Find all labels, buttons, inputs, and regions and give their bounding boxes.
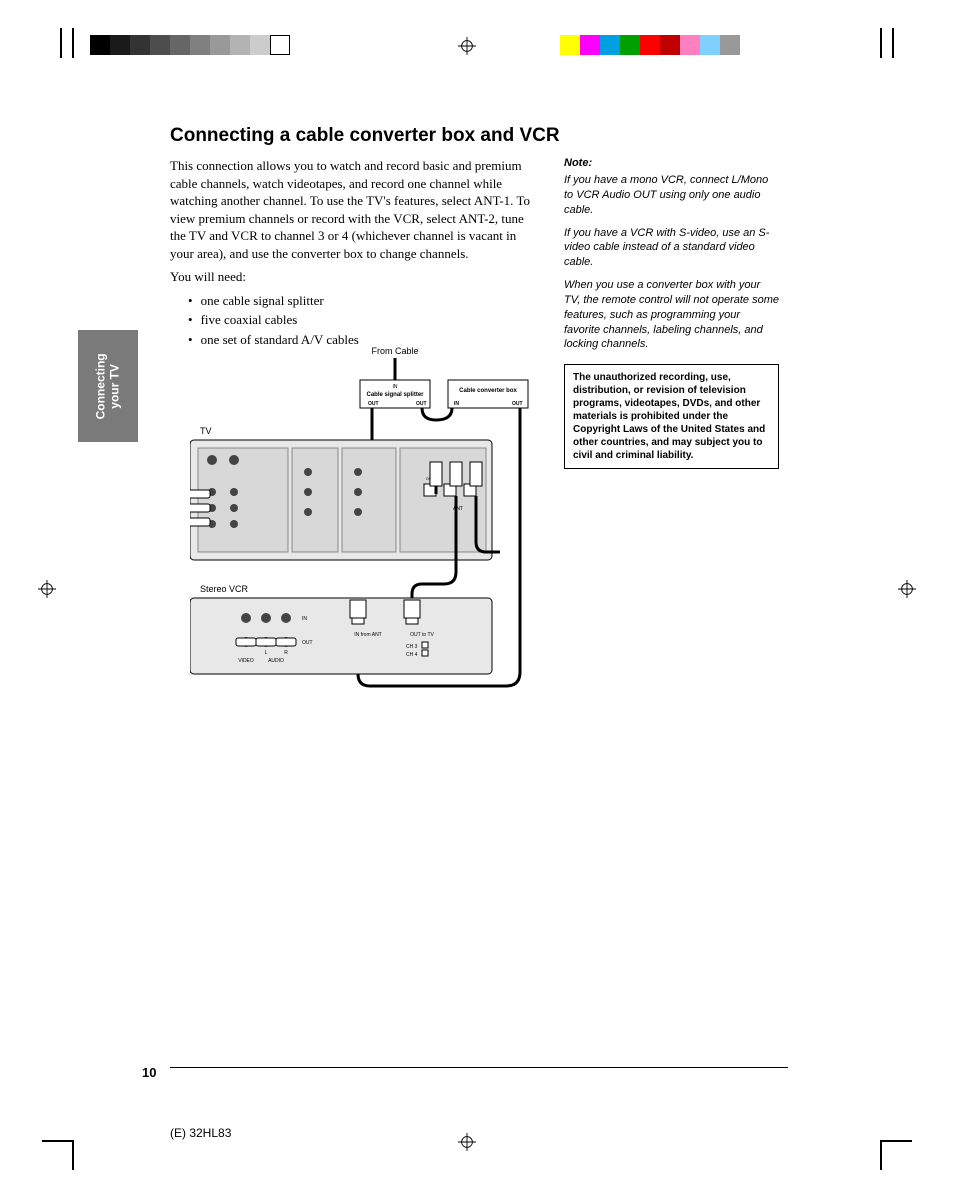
- registration-mark-icon: [898, 580, 916, 598]
- swatch: [190, 35, 210, 55]
- swatch: [660, 35, 680, 55]
- page-number: 10: [142, 1065, 156, 1080]
- swatch: [580, 35, 600, 55]
- swatch: [170, 35, 190, 55]
- section-tab: Connecting your TV: [78, 330, 138, 442]
- svg-text:OUT: OUT: [302, 640, 313, 646]
- svg-text:CH 4: CH 4: [406, 652, 418, 658]
- paragraph-intro: This connection allows you to watch and …: [170, 157, 540, 262]
- notes-column: Note: If you have a mono VCR, connect L/…: [564, 157, 779, 469]
- note-heading: Note:: [564, 157, 779, 169]
- svg-text:CH 3: CH 3: [406, 644, 418, 650]
- svg-text:OUT: OUT: [512, 401, 523, 407]
- svg-text:TV: TV: [200, 426, 212, 436]
- swatch: [210, 35, 230, 55]
- page-rule: [170, 1067, 788, 1068]
- svg-text:OUT: OUT: [368, 401, 379, 407]
- registration-mark-icon: [458, 1133, 476, 1151]
- svg-text:L: L: [265, 650, 268, 656]
- svg-text:IN from ANT: IN from ANT: [354, 632, 382, 638]
- svg-text:Cable converter box: Cable converter box: [459, 388, 517, 394]
- swatch: [110, 35, 130, 55]
- svg-text:IN: IN: [302, 616, 307, 622]
- swatch: [700, 35, 720, 55]
- svg-text:R: R: [284, 650, 288, 656]
- swatch: [230, 35, 250, 55]
- svg-text:IN: IN: [393, 384, 398, 390]
- swatch: [270, 35, 290, 55]
- list-item: five coaxial cables: [188, 311, 540, 329]
- colorbar-color: [560, 35, 740, 55]
- swatch: [600, 35, 620, 55]
- swatch: [640, 35, 660, 55]
- note-text: If you have a VCR with S-video, use an S…: [564, 226, 779, 271]
- section-tab-line2: your TV: [108, 364, 122, 409]
- copyright-warning: The unauthorized recording, use, distrib…: [564, 364, 779, 469]
- swatch: [560, 35, 580, 55]
- footer-model-code: (E) 32HL83: [170, 1126, 231, 1140]
- registration-mark-icon: [458, 37, 476, 55]
- swatch: [720, 35, 740, 55]
- svg-text:VIDEO: VIDEO: [238, 658, 254, 664]
- svg-text:AUDIO: AUDIO: [268, 658, 284, 664]
- page-heading: Connecting a cable converter box and VCR: [170, 125, 790, 147]
- swatch: [150, 35, 170, 55]
- swatch: [680, 35, 700, 55]
- connection-diagram: From Cable IN Cable signal splitter OUT …: [190, 342, 540, 702]
- swatch: [130, 35, 150, 55]
- section-tab-line1: Connecting: [94, 353, 108, 419]
- needs-list: one cable signal splitter five coaxial c…: [170, 292, 540, 349]
- svg-text:Stereo VCR: Stereo VCR: [200, 584, 249, 594]
- note-text: If you have a mono VCR, connect L/Mono t…: [564, 173, 779, 218]
- swatch: [620, 35, 640, 55]
- svg-text:OUT: OUT: [416, 401, 427, 407]
- note-text: When you use a converter box with your T…: [564, 278, 779, 352]
- swatch: [250, 35, 270, 55]
- svg-text:IN: IN: [454, 401, 459, 407]
- colorbar-grayscale: [90, 35, 290, 55]
- paragraph-need: You will need:: [170, 268, 540, 286]
- svg-text:Cable signal splitter: Cable signal splitter: [366, 392, 424, 398]
- label-from-cable: From Cable: [371, 346, 418, 356]
- svg-text:OUT to TV: OUT to TV: [410, 632, 434, 638]
- list-item: one cable signal splitter: [188, 292, 540, 310]
- registration-mark-icon: [38, 580, 56, 598]
- diagram-svg: From Cable IN Cable signal splitter OUT …: [190, 342, 540, 702]
- swatch: [90, 35, 110, 55]
